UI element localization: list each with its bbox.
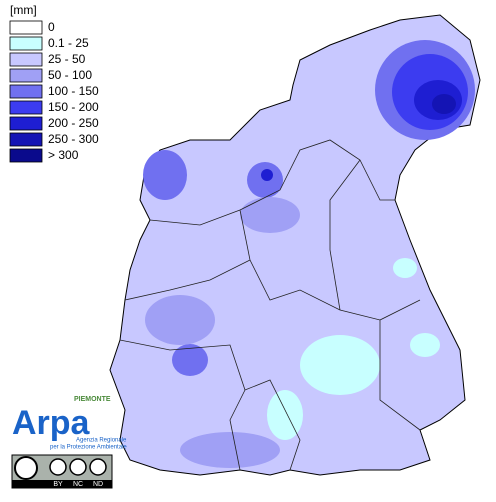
cc-icon <box>14 456 38 480</box>
area <box>393 258 417 278</box>
area <box>410 333 440 357</box>
legend-swatch <box>9 100 43 115</box>
legend-unit: [mm] <box>10 3 37 17</box>
logo-name: Arpa <box>12 404 91 442</box>
legend-label: 100 - 150 <box>48 84 99 98</box>
legend-swatch <box>9 148 43 163</box>
precipitation-areas <box>143 40 475 468</box>
area <box>267 390 303 440</box>
area <box>261 169 273 181</box>
legend-label: 25 - 50 <box>48 52 86 66</box>
license-term: ND <box>93 481 103 488</box>
legend-label: 0 <box>48 20 55 34</box>
legend-label: 150 - 200 <box>48 100 99 114</box>
legend-label: 200 - 250 <box>48 116 99 130</box>
license-badge: BY NC ND <box>11 454 113 489</box>
badge-strip <box>12 480 112 488</box>
area <box>240 197 300 233</box>
nc-icon <box>69 458 87 476</box>
area <box>180 432 280 468</box>
legend-swatch <box>9 68 43 83</box>
license-term: BY <box>53 481 63 488</box>
basin-borders <box>119 139 421 471</box>
area <box>432 94 456 114</box>
license-term: NC <box>73 481 83 488</box>
area <box>145 295 215 345</box>
legend: [mm] 0 0.1 - 25 25 - 50 50 - 100 100 - 150 15… <box>9 3 99 163</box>
legend-swatch <box>9 52 43 67</box>
legend-swatch <box>9 132 43 147</box>
legend-swatch <box>9 84 43 99</box>
nd-icon <box>89 458 107 476</box>
legend-swatch <box>9 20 43 35</box>
area <box>143 150 187 200</box>
legend-label: 50 - 100 <box>48 68 92 82</box>
logo-agency: per la Protezione Ambientale <box>50 445 127 451</box>
map <box>109 14 481 476</box>
logo-region: PIEMONTE <box>74 396 111 403</box>
legend-label: > 300 <box>48 148 79 162</box>
by-icon <box>49 458 67 476</box>
legend-label: 0.1 - 25 <box>48 36 89 50</box>
logo: PIEMONTE Arpa Agenzia Regionale per la P… <box>12 396 127 451</box>
legend-swatch <box>9 36 43 51</box>
area <box>172 344 208 376</box>
legend-label: 250 - 300 <box>48 132 99 146</box>
logo-agency: Agenzia Regionale <box>76 438 127 444</box>
legend-swatch <box>9 116 43 131</box>
area <box>300 335 380 395</box>
